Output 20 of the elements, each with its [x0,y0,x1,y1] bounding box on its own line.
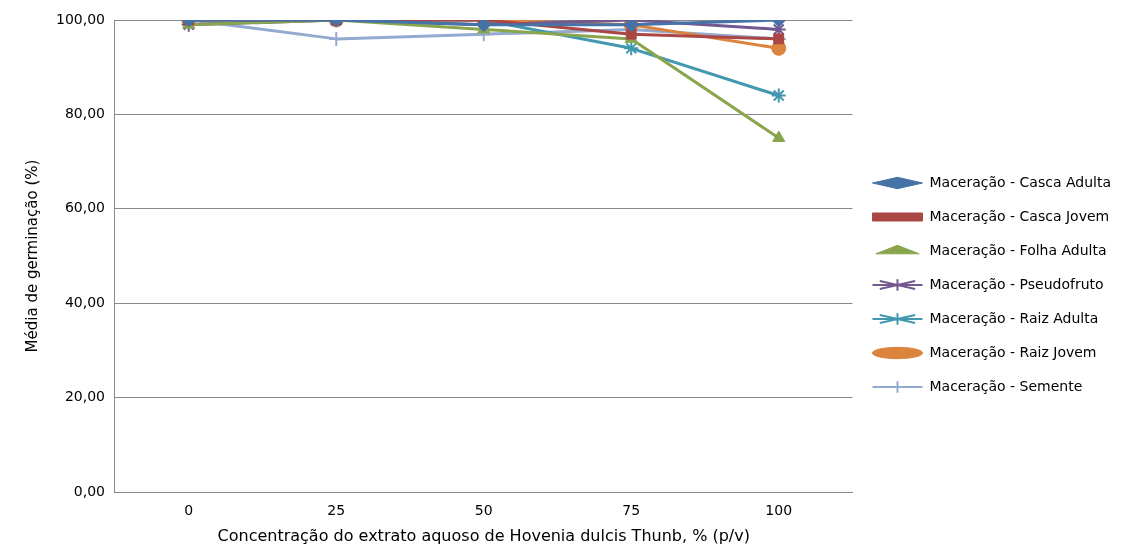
x-tick-label: 25 [327,502,346,519]
x-tick-label: 75 [622,502,641,519]
y-tick-label: 40,00 [64,293,105,310]
y-tick-label: 100,00 [55,10,105,27]
legend-label: Maceração - Pseudofruto [929,275,1104,292]
legend-label: Maceração - Semente [929,377,1083,394]
legend-label: Maceração - Casca Jovem [929,207,1110,224]
legend-label: Maceração - Folha Adulta [929,241,1107,258]
x-tick-label: 100 [765,502,793,519]
y-axis-title: Média de germinação (%) [22,159,41,353]
x-axis-title: Concentração do extrato aquoso de Hovenia dulcis Thunb, % (p/v) [217,525,750,545]
y-tick-label: 60,00 [64,199,105,216]
y-tick-label: 80,00 [64,105,105,122]
legend-label: Maceração - Raiz Adulta [929,309,1099,326]
y-tick-label: 20,00 [64,388,105,405]
y-tick-label: 0,00 [73,482,105,499]
x-tick-label: 50 [474,502,493,519]
legend-label: Maceração - Raiz Jovem [929,343,1097,360]
legend-label: Maceração - Casca Adulta [929,173,1112,190]
x-tick-label: 0 [184,502,194,519]
